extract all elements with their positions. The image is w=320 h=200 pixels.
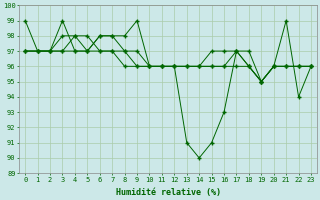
X-axis label: Humidité relative (%): Humidité relative (%) bbox=[116, 188, 220, 197]
